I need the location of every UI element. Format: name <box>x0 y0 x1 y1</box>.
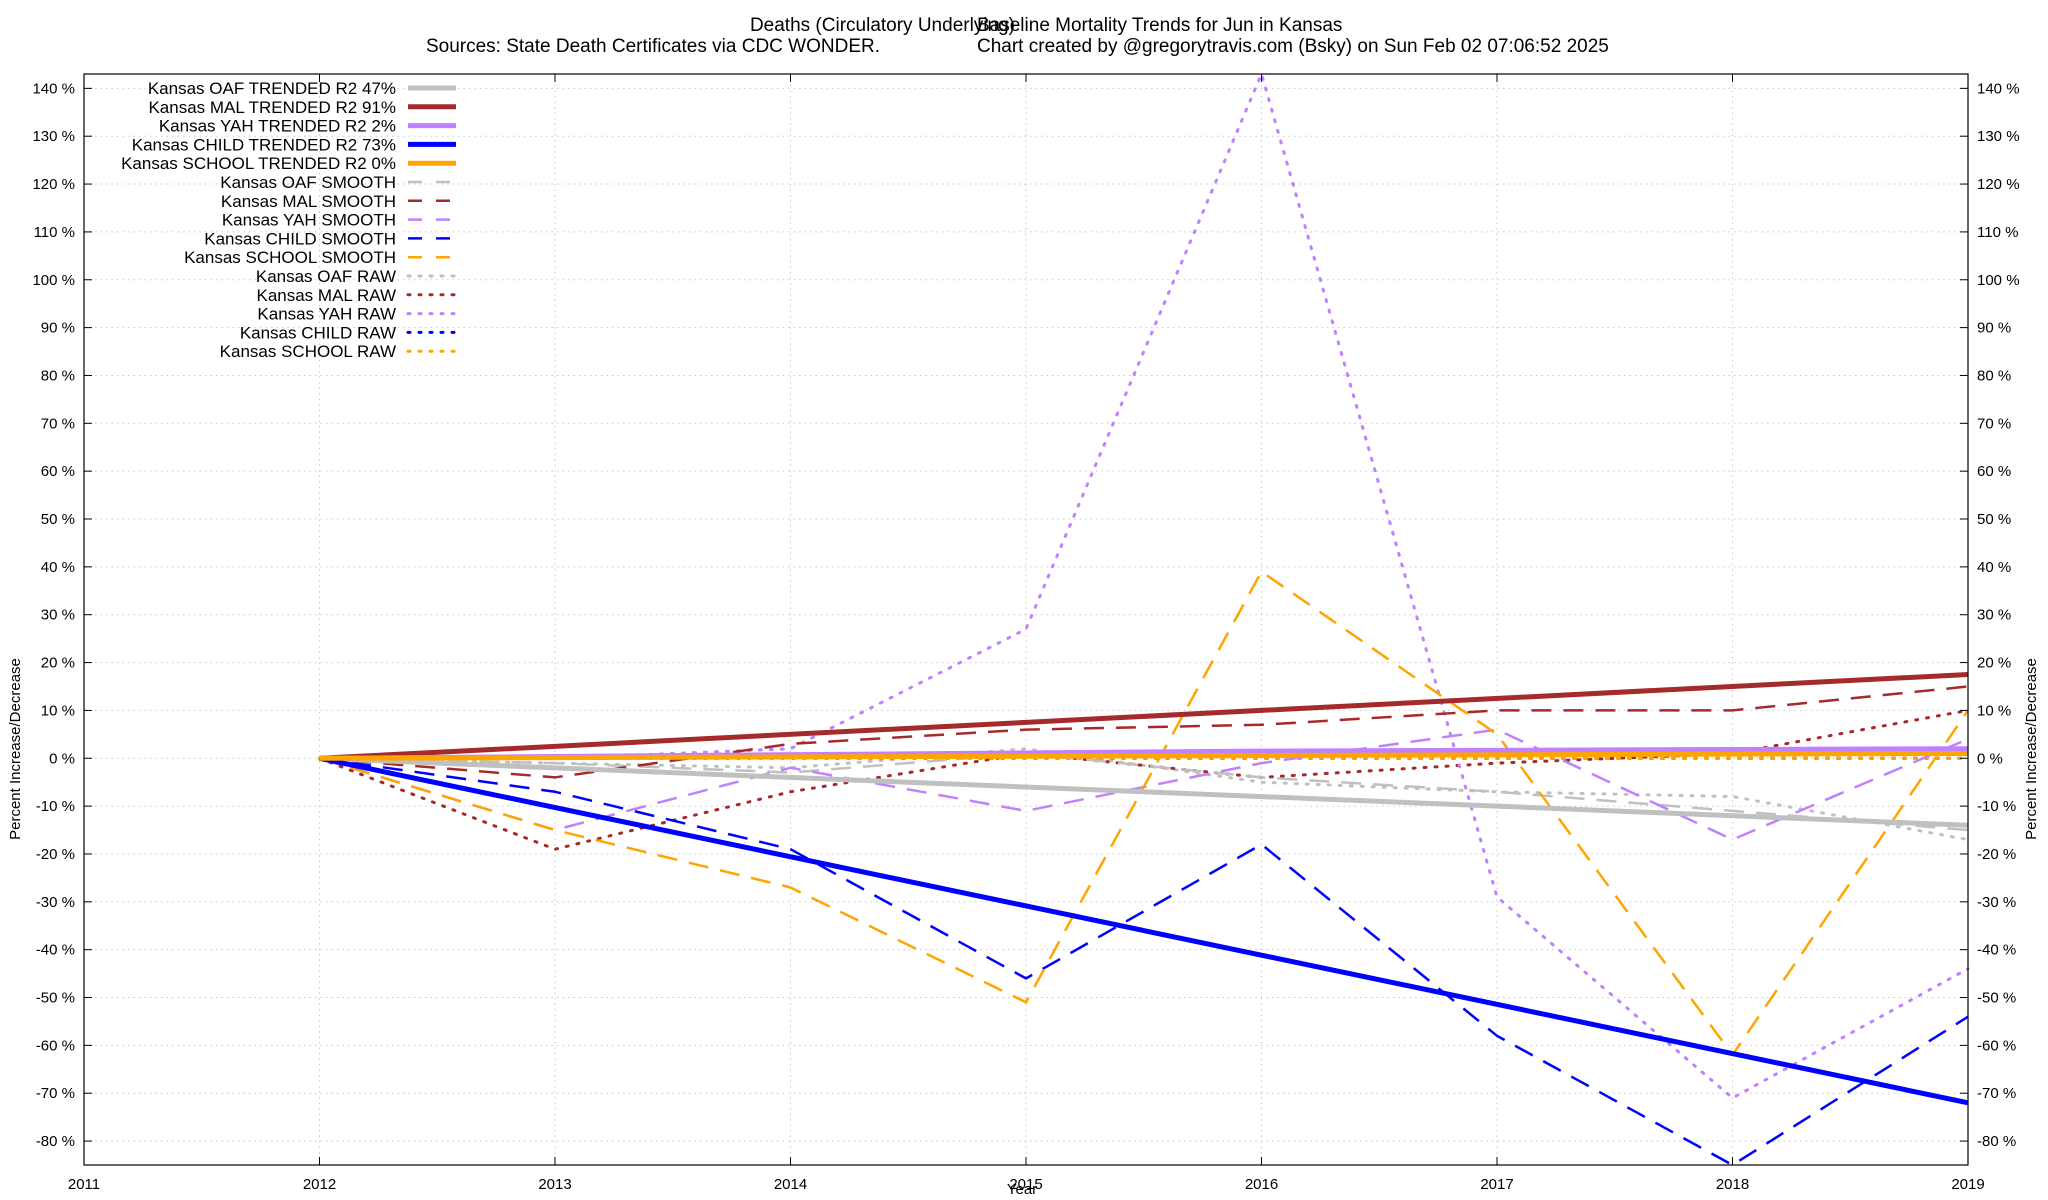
legend-label-oaf-smooth: Kansas OAF SMOOTH <box>220 173 396 192</box>
y-tick-label-right: -70 % <box>1977 1085 2016 1102</box>
x-tick-label: 2018 <box>1716 1176 1749 1193</box>
y-tick-label-right: -10 % <box>1977 798 2016 815</box>
y-axis-label-left: Percent Increase/Decrease <box>7 658 24 840</box>
series-line-mal-smooth <box>319 685 1969 779</box>
y-tick-label-right: 130 % <box>1977 128 2020 145</box>
legend-label-child-smooth: Kansas CHILD SMOOTH <box>204 229 396 248</box>
series-layer <box>318 72 1970 1167</box>
y-tick-label-right: 30 % <box>1977 607 2011 624</box>
legend-label-mal-raw: Kansas MAL RAW <box>256 286 396 305</box>
y-tick-label-right: -20 % <box>1977 846 2016 863</box>
axes-layer: 140 % 140 % 130 % 130 % 120 % 120 % 110 % 110 %… <box>32 74 2020 1193</box>
y-tick-label-left: 30 % <box>41 607 75 624</box>
y-tick-label-left: 0 % <box>49 750 75 767</box>
y-tick-label-left: 130 % <box>32 128 75 145</box>
y-tick-label-right: 0 % <box>1977 750 2003 767</box>
y-tick-label-right: -30 % <box>1977 894 2016 911</box>
series-line-school-trended <box>319 751 1969 761</box>
y-axis-label-right: Percent Increase/Decrease <box>2023 658 2040 840</box>
y-tick-label-left: 60 % <box>41 463 75 480</box>
legend-label-oaf-raw: Kansas OAF RAW <box>256 267 396 286</box>
y-tick-label-right: -60 % <box>1977 1037 2016 1054</box>
chart-title-group: Deaths (Circulatory Underlying) Baseline… <box>426 15 1609 57</box>
y-tick-label-left: 50 % <box>41 511 75 528</box>
chart-subtitle-right: Chart created by @gregorytravis.com (Bsk… <box>977 36 1609 57</box>
series-line-school-smooth <box>319 570 1970 1057</box>
y-tick-label-left: -20 % <box>36 846 75 863</box>
grid-layer <box>83 74 1969 1165</box>
y-tick-label-left: 80 % <box>41 367 75 384</box>
x-tick-label: 2015 <box>1009 1176 1042 1193</box>
y-tick-label-right: 120 % <box>1977 176 2020 193</box>
series-line-child-trended <box>318 755 1969 1106</box>
legend-label-yah-smooth: Kansas YAH SMOOTH <box>222 211 396 230</box>
y-tick-label-left: -10 % <box>36 798 75 815</box>
legend-label-oaf-trended: Kansas OAF TRENDED R2 47% <box>148 79 396 98</box>
chart-subtitle-left: Sources: State Death Certificates via CD… <box>426 36 880 57</box>
y-tick-label-right: 80 % <box>1977 367 2011 384</box>
y-tick-label-left: 40 % <box>41 559 75 576</box>
chart-title-right: Baseline Mortality Trends for Jun in Kan… <box>977 15 1342 36</box>
legend-label-child-trended: Kansas CHILD TRENDED R2 73% <box>132 135 396 154</box>
y-tick-label-right: 50 % <box>1977 511 2011 528</box>
y-tick-label-right: -50 % <box>1977 990 2016 1007</box>
y-tick-label-left: -70 % <box>36 1085 75 1102</box>
y-tick-label-left: 100 % <box>32 272 75 289</box>
x-tick-label: 2019 <box>1951 1176 1984 1193</box>
y-tick-label-left: -30 % <box>36 894 75 911</box>
y-tick-label-right: 70 % <box>1977 415 2011 432</box>
legend-label-mal-trended: Kansas MAL TRENDED R2 91% <box>148 98 396 117</box>
y-tick-label-left: 20 % <box>41 655 75 672</box>
y-tick-label-right: 140 % <box>1977 80 2020 97</box>
legend-label-yah-raw: Kansas YAH RAW <box>257 305 396 324</box>
y-tick-label-right: 100 % <box>1977 272 2020 289</box>
chart-title-left: Deaths (Circulatory Underlying) <box>750 15 1015 36</box>
y-tick-label-right: 110 % <box>1977 224 2018 241</box>
x-tick-label: 2014 <box>774 1176 807 1193</box>
legend-label-mal-smooth: Kansas MAL SMOOTH <box>221 192 396 211</box>
y-tick-label-left: -50 % <box>36 990 75 1007</box>
legend-label-child-raw: Kansas CHILD RAW <box>240 323 396 342</box>
y-tick-label-left: 140 % <box>32 80 75 97</box>
legend: Kansas OAF TRENDED R2 47%Kansas MAL TREN… <box>121 79 458 361</box>
y-tick-label-left: 110 % <box>34 224 75 241</box>
legend-label-yah-trended: Kansas YAH TRENDED R2 2% <box>159 117 396 136</box>
x-tick-label: 2017 <box>1480 1176 1513 1193</box>
y-tick-label-left: 10 % <box>41 702 75 719</box>
x-tick-label: 2011 <box>68 1176 100 1193</box>
y-tick-label-right: 40 % <box>1977 559 2011 576</box>
y-tick-label-left: -60 % <box>36 1037 75 1054</box>
y-tick-label-right: 60 % <box>1977 463 2011 480</box>
legend-label-school-trended: Kansas SCHOOL TRENDED R2 0% <box>121 154 396 173</box>
series-line-mal-raw <box>318 708 1970 851</box>
y-tick-label-right: -40 % <box>1977 942 2016 959</box>
y-tick-label-left: 120 % <box>32 176 75 193</box>
y-tick-label-right: 90 % <box>1977 320 2011 337</box>
y-tick-label-right: 20 % <box>1977 655 2011 672</box>
y-tick-label-left: 70 % <box>41 415 75 432</box>
series-line-oaf-smooth <box>319 752 1969 832</box>
series-line-child-smooth <box>319 757 1969 1167</box>
legend-label-school-raw: Kansas SCHOOL RAW <box>220 342 396 361</box>
series-line-oaf-trended <box>319 755 1969 828</box>
series-line-mal-trended <box>319 672 1969 761</box>
legend-label-school-smooth: Kansas SCHOOL SMOOTH <box>184 248 396 267</box>
y-tick-label-right: 10 % <box>1977 702 2011 719</box>
x-axis-label: Year <box>1007 1181 1037 1198</box>
x-tick-label: 2013 <box>538 1176 571 1193</box>
x-tick-label: 2016 <box>1245 1176 1278 1193</box>
y-tick-label-right: -80 % <box>1977 1133 2016 1150</box>
y-tick-label-left: 90 % <box>41 320 75 337</box>
x-tick-label: 2012 <box>303 1176 336 1193</box>
y-tick-label-left: -80 % <box>36 1133 75 1150</box>
y-tick-label-left: -40 % <box>36 942 75 959</box>
series-line-yah-raw <box>318 72 1970 1100</box>
